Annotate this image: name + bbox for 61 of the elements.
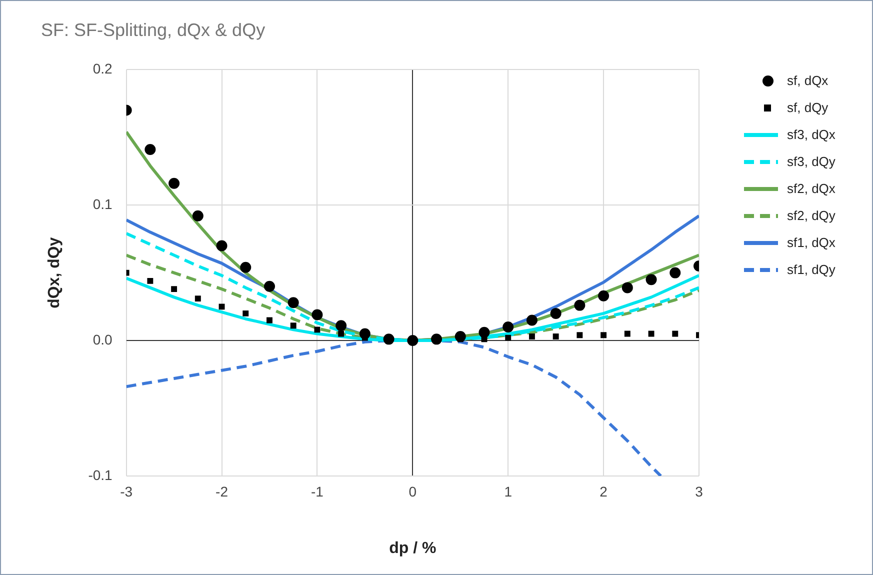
x-tick-label: -2 <box>216 483 228 500</box>
point <box>336 320 347 332</box>
point <box>672 330 678 337</box>
x-tick-label: 3 <box>695 483 704 500</box>
y-tick-label: 0.0 <box>92 331 113 348</box>
legend-label: sf, dQx <box>787 73 828 88</box>
point <box>481 336 488 342</box>
point <box>576 332 583 338</box>
y-tick-label: 0.1 <box>92 196 113 212</box>
legend-label: sf2, dQy <box>787 208 836 223</box>
point <box>192 210 204 222</box>
chart-title: SF: SF-Splitting, dQx & dQy <box>41 20 266 40</box>
legend-label: sf, dQy <box>787 100 828 115</box>
point <box>168 178 180 189</box>
point <box>622 282 633 294</box>
y-tick-label: 0.2 <box>92 60 113 76</box>
x-tick-label: 1 <box>504 483 512 500</box>
x-axis-title: dp / % <box>389 540 436 557</box>
point <box>338 330 344 337</box>
x-tick-label: -3 <box>120 483 133 500</box>
point <box>171 286 178 292</box>
point <box>646 274 657 286</box>
legend-label: sf3, dQy <box>787 154 836 169</box>
legend-label: sf1, dQy <box>787 262 836 277</box>
point <box>290 322 296 329</box>
point <box>144 144 156 156</box>
y-axis-title: dQx, dQy <box>46 237 64 308</box>
point <box>147 278 154 284</box>
point <box>478 326 490 338</box>
legend-label: sf2, dQx <box>787 181 836 196</box>
y-tick-label: -0.1 <box>88 466 113 483</box>
point <box>526 314 538 326</box>
point <box>431 334 442 345</box>
legend-label: sf1, dQx <box>787 235 836 250</box>
point <box>600 332 607 338</box>
point <box>264 280 275 292</box>
legend-label: sf3, dQx <box>787 127 836 142</box>
point <box>670 267 681 278</box>
x-tick-label: -1 <box>310 483 324 500</box>
point <box>242 310 249 316</box>
point <box>383 334 394 345</box>
point <box>552 333 559 340</box>
point <box>528 333 535 340</box>
point <box>574 300 586 311</box>
point <box>598 290 610 302</box>
x-tick-label: 2 <box>600 483 608 500</box>
point <box>266 317 272 324</box>
point <box>648 330 654 337</box>
point <box>216 240 228 252</box>
point <box>314 326 320 333</box>
point <box>194 296 201 302</box>
point <box>288 297 299 308</box>
point <box>240 262 252 273</box>
point <box>407 335 418 346</box>
point <box>312 309 323 320</box>
point <box>502 321 514 332</box>
point <box>550 308 562 319</box>
x-tick-label: 0 <box>408 483 417 500</box>
point <box>218 304 225 310</box>
point <box>624 330 630 337</box>
point <box>505 334 512 341</box>
